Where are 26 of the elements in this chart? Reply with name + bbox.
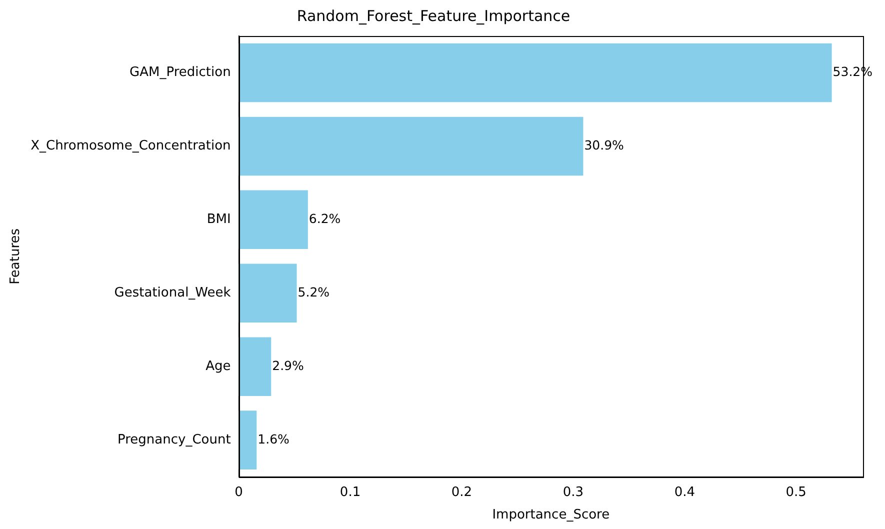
y-tick-label: Pregnancy_Count [117, 432, 231, 448]
data-label: 30.9% [584, 137, 624, 152]
data-label: 1.6% [258, 431, 290, 446]
y-tick-label: X_Chromosome_Concentration [30, 138, 231, 154]
x-tick-label: 0.5 [786, 484, 806, 500]
x-axis-title: Importance_Score [492, 508, 610, 523]
y-axis-title: Features [8, 228, 24, 284]
y-tick-label: Gestational_Week [114, 286, 232, 301]
x-tick-label: 0.2 [451, 484, 472, 500]
x-tick-label: 0.4 [674, 484, 695, 500]
bar [238, 190, 308, 250]
bar [238, 116, 584, 176]
data-label: 6.2% [308, 210, 341, 226]
bar [238, 337, 272, 396]
data-label: 5.2% [298, 284, 330, 300]
y-tick-label: Age [206, 358, 231, 374]
bar [238, 264, 297, 323]
data-label: 2.9% [272, 358, 304, 373]
y-tick-label: GAM_Prediction [130, 65, 231, 80]
x-tick-label: 0 [234, 484, 243, 500]
y-tick-label: BMI [206, 212, 231, 228]
chart-title: Random_Forest_Feature_Importance [296, 6, 570, 25]
bar [238, 410, 257, 470]
x-tick-label: 0.3 [562, 484, 584, 500]
bar [238, 43, 832, 102]
x-tick-label: 0.1 [340, 484, 361, 500]
